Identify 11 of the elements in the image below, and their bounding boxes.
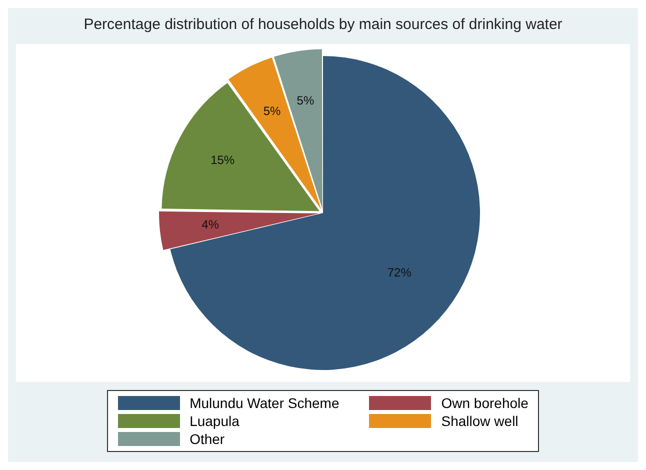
data-label: 5% — [263, 104, 282, 118]
data-label: 5% — [296, 93, 314, 108]
data-label: 15% — [210, 152, 235, 167]
legend-label: Shallow well — [441, 413, 518, 429]
legend-label: Other — [190, 431, 225, 447]
chart-title: Percentage distribution of households by main sources of drinking water — [82, 15, 564, 35]
data-label: 4% — [202, 218, 220, 232]
legend-label: Luapula — [190, 413, 240, 429]
data-label: 72% — [387, 266, 412, 280]
legend-label: Mulundu Water Scheme — [190, 395, 340, 411]
legend-label: Own borehole — [441, 395, 528, 411]
